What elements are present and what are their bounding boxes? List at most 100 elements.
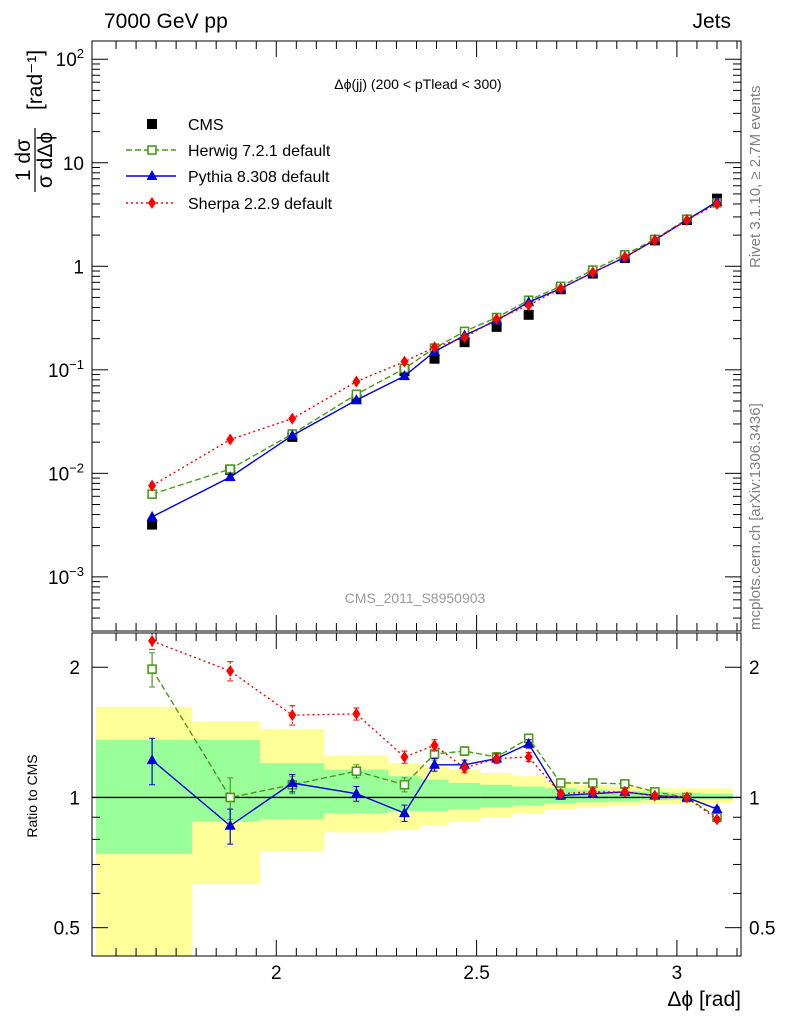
ratio-point xyxy=(147,664,157,674)
main-panel: Δϕ(jj) (200 < pTlead < 300) CMS_2011_S895… xyxy=(12,40,742,632)
annotations: 7000 GeV pp Jets Rivet 3.1.10, ≥ 2.7M ev… xyxy=(104,10,764,630)
ratio-y-tick-label-right: 1 xyxy=(749,788,760,809)
main-axes: 10−3 10−2 10−1 1 10 102 1 dσ σ dΔϕ [rad⁻¹] xyxy=(12,40,742,632)
ratio-point xyxy=(650,789,659,802)
data-point xyxy=(224,471,236,482)
y-tick-label: 10−1 xyxy=(48,357,84,382)
ratio-point xyxy=(555,778,566,788)
ratio-uncertainty-bands xyxy=(92,633,741,956)
ratio-point xyxy=(682,791,691,804)
ratio-point xyxy=(620,785,629,798)
series-line xyxy=(151,203,718,487)
legend-label: Herwig 7.2.1 default xyxy=(188,143,331,160)
ratio-point xyxy=(712,813,721,826)
y-tick-label: 10−2 xyxy=(48,460,84,485)
ratio-point xyxy=(430,739,439,752)
x-tick-label: 3 xyxy=(672,963,683,984)
header-left-label: 7000 GeV pp xyxy=(104,10,228,33)
ratio-y-tick-label-left: 1 xyxy=(69,788,80,809)
data-point xyxy=(430,341,439,354)
ylabel-unit: [rad⁻¹] xyxy=(24,50,47,110)
data-point xyxy=(524,299,533,312)
data-point xyxy=(429,353,440,364)
ratio-point xyxy=(226,665,235,678)
source-label: mcplots.cern.ch [arXiv:1306.3436] xyxy=(747,403,764,630)
ratio-point xyxy=(587,778,598,788)
data-point xyxy=(492,312,501,325)
legend-entry: Pythia 8.308 default xyxy=(126,169,330,186)
rivet-version-label: Rivet 3.1.10, ≥ 2.7M events xyxy=(747,86,764,269)
ratio-y-tick-label-right: 2 xyxy=(749,658,760,679)
ratio-point xyxy=(399,779,410,790)
inner-uncertainty-band xyxy=(512,786,545,806)
data-point xyxy=(556,282,565,295)
ratio-point xyxy=(286,777,298,788)
ylabel-denominator: σ dΔϕ xyxy=(34,132,57,188)
ratio-y-tick-label-left: 0.5 xyxy=(54,919,80,940)
header-right-label: Jets xyxy=(692,10,731,33)
ratio-point xyxy=(711,803,723,814)
main-plot-area: Δϕ(jj) (200 < pTlead < 300) CMS_2011_S895… xyxy=(92,41,741,631)
ratio-y-tick-label-left: 2 xyxy=(69,658,80,679)
ratio-y-tick-label-right: 0.5 xyxy=(749,919,775,940)
x-tick-label: 2 xyxy=(271,963,282,984)
ratio-point xyxy=(523,737,535,748)
data-point xyxy=(226,433,235,446)
ratio-point xyxy=(398,807,410,818)
inner-uncertainty-band xyxy=(420,779,449,812)
ratio-series-sherpa xyxy=(148,632,721,826)
ratio-point xyxy=(492,752,501,765)
data-point xyxy=(400,355,409,368)
data-point xyxy=(620,250,629,263)
legend-marker xyxy=(147,119,157,129)
ratio-point xyxy=(556,787,565,800)
data-point xyxy=(491,321,502,332)
ratio-point xyxy=(288,709,297,722)
ratio-point xyxy=(146,754,158,765)
watermark-label: CMS_2011_S8950903 xyxy=(345,590,486,606)
inner-uncertainty-band xyxy=(192,739,261,822)
ratio-y-axis-label: Ratio to CMS xyxy=(24,754,40,837)
ratio-point xyxy=(400,751,409,764)
ratio-point xyxy=(524,751,533,764)
data-point xyxy=(712,197,721,210)
main-series-group xyxy=(146,193,723,530)
ylabel-numerator: 1 dσ xyxy=(12,139,35,181)
data-point xyxy=(148,479,157,492)
ratio-point xyxy=(459,746,470,756)
ratio-point xyxy=(350,787,362,798)
y-tick-label: 10−3 xyxy=(48,564,84,589)
legend-label: CMS xyxy=(188,117,224,134)
ratio-point xyxy=(148,634,157,647)
ratio-point xyxy=(429,758,441,769)
y-tick-label: 102 xyxy=(56,46,84,71)
ratio-point xyxy=(460,761,469,774)
y-tick-label: 10 xyxy=(63,154,84,175)
data-point xyxy=(460,331,469,344)
data-point xyxy=(682,214,691,227)
ratio-axes: 0.5 0.5 1 1 2 2 2 2.5 3 Δϕ [rad] Ratio to CMS xyxy=(24,632,775,1011)
data-point xyxy=(352,375,361,388)
ratio-point xyxy=(225,792,236,803)
data-point xyxy=(523,309,534,320)
ratio-point xyxy=(224,819,236,830)
data-point xyxy=(146,510,158,521)
data-point xyxy=(588,266,597,279)
data-point xyxy=(147,519,158,530)
data-point xyxy=(288,412,297,425)
legend-label: Pythia 8.308 default xyxy=(188,169,330,186)
inner-uncertainty-band xyxy=(448,783,481,810)
legend-label: Sherpa 2.2.9 default xyxy=(188,196,333,213)
inner-uncertainty-band xyxy=(480,784,513,808)
ratio-series-group xyxy=(146,632,723,845)
main-y-axis-label: 1 dσ σ dΔϕ [rad⁻¹] xyxy=(12,50,57,192)
data-point xyxy=(398,370,410,381)
x-tick-label: 2.5 xyxy=(463,963,489,984)
legend-entry: Sherpa 2.2.9 default xyxy=(126,196,333,213)
data-point xyxy=(650,234,659,247)
inner-uncertainty-band xyxy=(700,793,733,800)
legend-entry: Herwig 7.2.1 default xyxy=(126,143,331,160)
main-title: Δϕ(jj) (200 < pTlead < 300) xyxy=(334,76,501,92)
legend-marker xyxy=(146,170,158,180)
